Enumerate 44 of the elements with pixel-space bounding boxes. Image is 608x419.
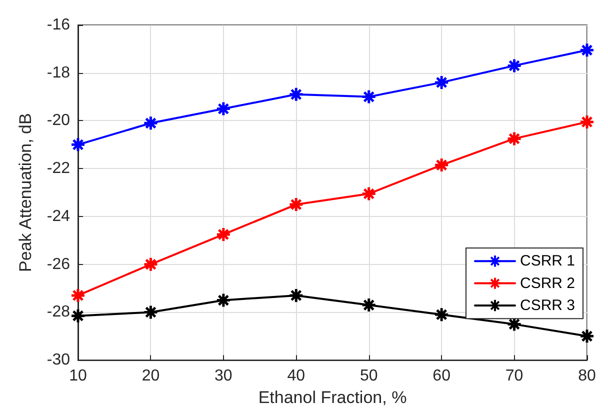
legend-label: CSRR 3 bbox=[520, 297, 576, 314]
y-tick-label: -28 bbox=[46, 304, 70, 321]
point bbox=[216, 292, 232, 308]
y-tick-label: -24 bbox=[46, 208, 70, 225]
point bbox=[434, 306, 450, 322]
point bbox=[434, 74, 450, 90]
point bbox=[288, 288, 304, 304]
x-tick-label: 20 bbox=[142, 368, 160, 385]
x-tick-label: 30 bbox=[214, 368, 232, 385]
point bbox=[434, 157, 450, 173]
y-tick-label: -30 bbox=[46, 352, 70, 369]
y-tick-label: -20 bbox=[46, 112, 70, 130]
point bbox=[361, 186, 377, 202]
point bbox=[216, 226, 232, 242]
x-tick-label: 40 bbox=[287, 368, 306, 385]
point bbox=[70, 308, 86, 324]
point bbox=[70, 136, 86, 152]
point bbox=[579, 42, 595, 58]
point bbox=[361, 297, 377, 313]
x-tick-label: 50 bbox=[360, 368, 378, 385]
point bbox=[506, 130, 522, 146]
x-tick-label: 70 bbox=[505, 368, 524, 385]
point bbox=[142, 304, 158, 320]
point bbox=[579, 114, 595, 130]
x-tick-label: 60 bbox=[432, 368, 451, 385]
x-tick-label: 80 bbox=[578, 368, 596, 385]
x-axis-title: Ethanol Fraction, % bbox=[258, 388, 407, 407]
point bbox=[506, 58, 522, 74]
point bbox=[288, 86, 304, 102]
point bbox=[216, 101, 232, 117]
point bbox=[70, 288, 86, 304]
x-tick-label: 10 bbox=[69, 368, 87, 385]
point bbox=[142, 256, 158, 272]
y-tick-label: -22 bbox=[46, 160, 70, 178]
y-tick-label: -18 bbox=[46, 64, 70, 82]
point bbox=[288, 196, 304, 212]
point bbox=[579, 328, 595, 344]
y-axis-title: Peak Attenuation, dB bbox=[16, 113, 35, 272]
point bbox=[142, 115, 158, 131]
legend-label: CSRR 1 bbox=[520, 252, 576, 270]
point bbox=[361, 89, 377, 105]
y-tick-label: -16 bbox=[46, 16, 70, 34]
legend-label: CSRR 2 bbox=[520, 274, 576, 292]
y-tick-label: -26 bbox=[46, 256, 70, 273]
